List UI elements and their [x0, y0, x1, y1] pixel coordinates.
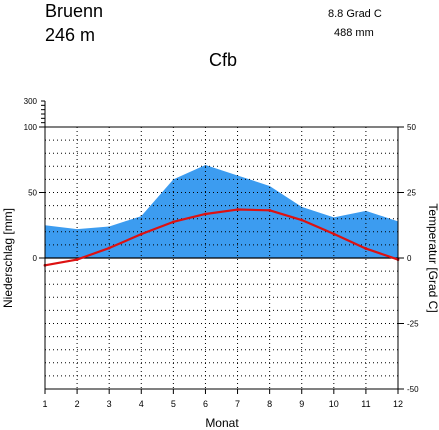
tick-label-x: 4	[139, 399, 144, 409]
tick-label-x: 7	[235, 399, 240, 409]
tick-label-right: 50	[407, 123, 416, 132]
temperature-point	[364, 247, 368, 250]
temperature-line-layer	[43, 208, 400, 267]
temperature-point	[75, 258, 79, 261]
plot-frame	[39, 100, 404, 394]
temperature-point	[300, 218, 304, 222]
x-axis-label: Monat	[205, 416, 239, 430]
tick-label-left: 0	[33, 254, 38, 263]
temperature-point	[107, 246, 111, 250]
temperature-line	[44, 208, 399, 267]
right-axis-label: Temperatur [Grad C]	[426, 203, 439, 312]
tick-label-left: 50	[28, 189, 37, 198]
tick-label-right: -25	[407, 320, 419, 329]
tick-label-right: 25	[407, 189, 416, 198]
annual-precipitation: 488 mm	[334, 27, 374, 39]
tick-label-x: 11	[361, 399, 370, 409]
station-elevation: 246 m	[45, 25, 95, 45]
tick-label-right: 0	[407, 254, 412, 263]
tick-label-right: -50	[407, 385, 419, 394]
tick-label-x: 8	[267, 399, 272, 409]
grid	[45, 127, 398, 389]
temperature-point	[332, 232, 336, 236]
temperature-point	[268, 208, 272, 212]
tick-label-left: 300	[24, 97, 38, 106]
tick-label-x: 10	[329, 399, 339, 409]
station-name: Bruenn	[45, 1, 103, 21]
chart-title: Cfb	[209, 50, 237, 70]
temperature-point	[236, 208, 239, 211]
tick-label-x: 1	[42, 399, 47, 409]
tick-label-x: 2	[75, 399, 80, 409]
mean-temperature: 8.8 Grad C	[328, 8, 382, 20]
temperature-point	[204, 212, 207, 216]
tick-label-x: 12	[393, 399, 403, 409]
temperature-point	[171, 220, 175, 224]
temperature-point	[139, 232, 143, 236]
tick-label-x: 5	[171, 399, 176, 409]
tick-label-x: 9	[299, 399, 304, 409]
tick-label-x: 3	[107, 399, 112, 409]
tick-label-x: 6	[203, 399, 208, 409]
tick-label-left: 100	[24, 123, 38, 132]
left-axis-label: Niederschlag [mm]	[1, 208, 15, 308]
